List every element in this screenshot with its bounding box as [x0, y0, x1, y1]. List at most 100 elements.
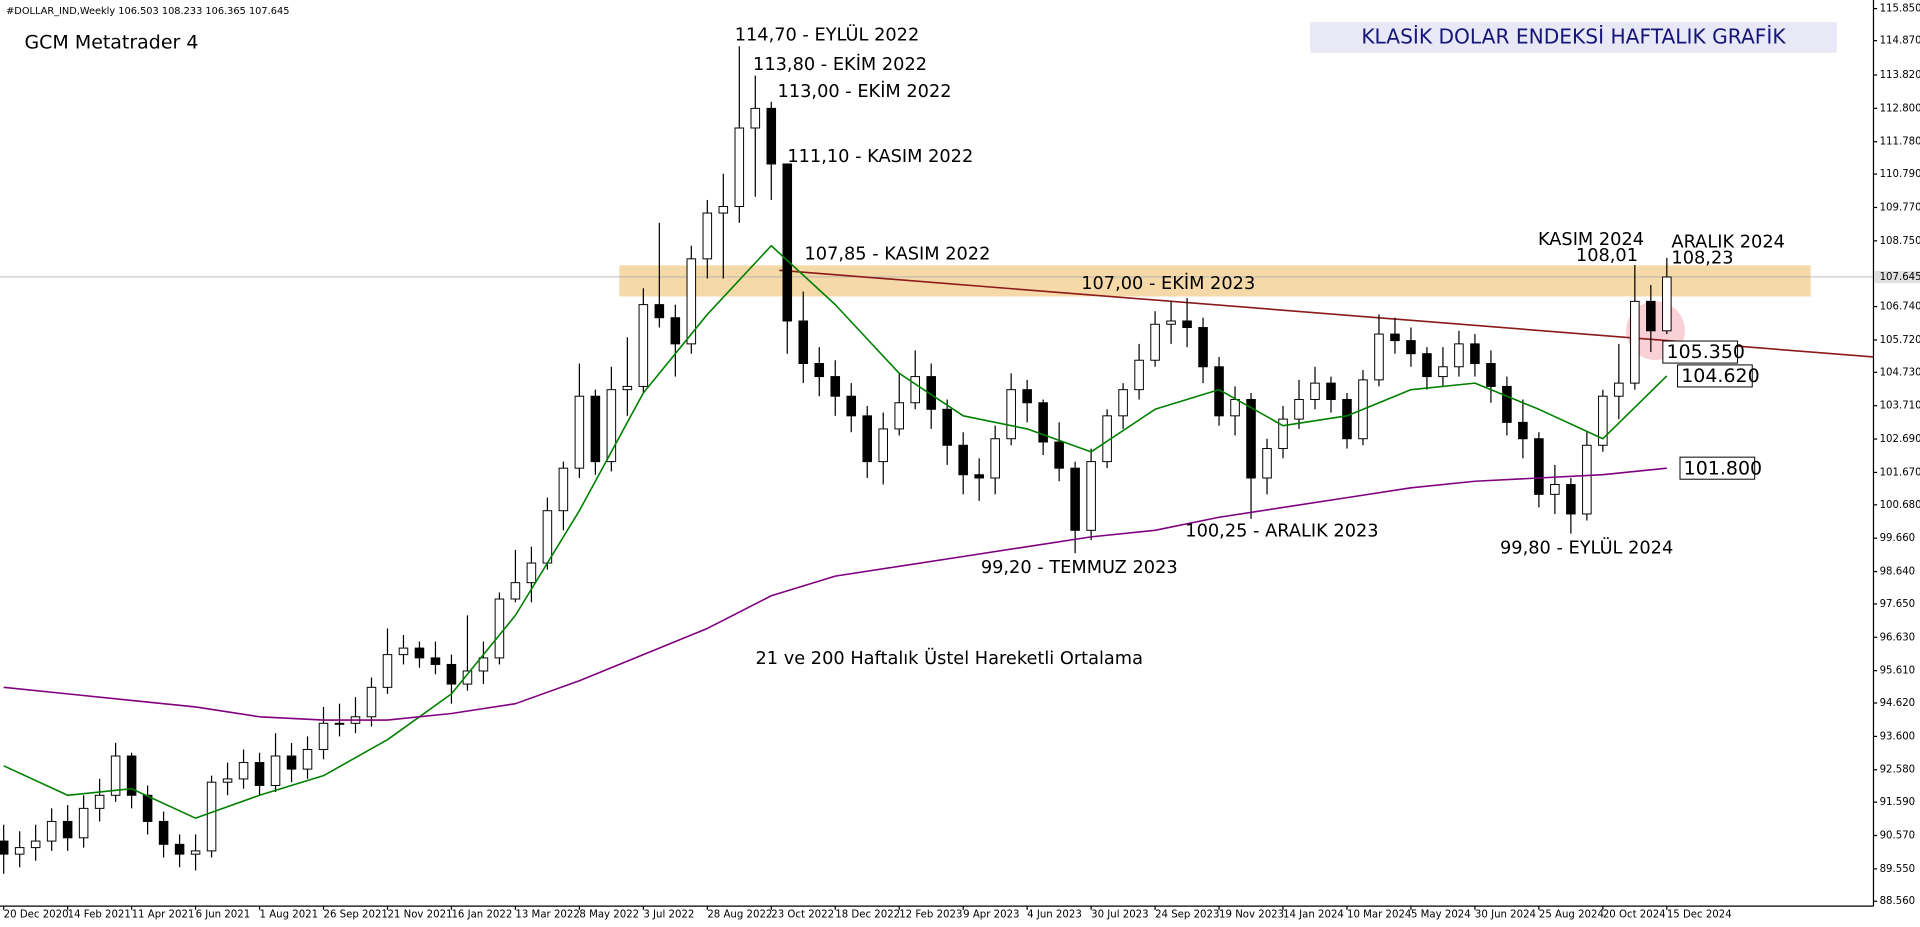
header: #DOLLAR_IND,Weekly 106.503 108.233 106.3…	[6, 6, 289, 17]
candle-body	[366, 686, 377, 718]
candle-body	[510, 582, 521, 600]
candle-body	[1390, 333, 1400, 342]
title-box	[1310, 22, 1837, 53]
price-label: 101.800	[1684, 457, 1762, 479]
y-tick-label: 100.680	[1880, 500, 1920, 511]
y-tick-label: 102.690	[1880, 434, 1920, 445]
candle-body	[158, 820, 169, 845]
candle-body	[1038, 402, 1048, 443]
candle-body	[46, 820, 57, 842]
y-tick-label: 99.660	[1880, 533, 1916, 544]
candle-body	[238, 762, 249, 780]
y-tick-label: 110.790	[1880, 169, 1920, 180]
candle-body	[846, 395, 857, 417]
x-tick-label: 6 Jun 2021	[196, 910, 251, 921]
annotation: 107,85 - KASIM 2022	[804, 245, 990, 265]
candle-body	[1262, 448, 1272, 479]
annotation: 99,20 - TEMMUZ 2023	[981, 558, 1178, 578]
x-tick-label: 30 Jul 2023	[1091, 910, 1148, 921]
y-tick-label: 104.730	[1880, 367, 1920, 378]
candle-body	[222, 778, 233, 783]
candle-body	[1646, 300, 1656, 332]
x-tick-label: 3 Jul 2022	[643, 910, 694, 921]
candle-body	[286, 755, 297, 770]
candle-body	[974, 474, 984, 479]
candle-body	[1230, 398, 1240, 417]
candle-body	[1150, 323, 1160, 361]
candle-body	[1198, 327, 1208, 368]
candle-body	[702, 212, 713, 260]
candle-body	[1278, 418, 1288, 450]
annotation: 108,01	[1576, 246, 1638, 266]
x-tick-label: 20 Dec 2020	[4, 910, 69, 921]
candle-body	[430, 657, 441, 665]
price-label-box	[1677, 364, 1753, 388]
price-label-box	[1662, 340, 1739, 364]
candle-body	[782, 163, 793, 322]
x-tick-label: 5 May 2024	[1411, 910, 1471, 921]
y-tick-label: 108.750	[1880, 236, 1920, 247]
candle-body	[1006, 389, 1016, 440]
candle-body	[862, 415, 873, 463]
y-tick-label: 96.630	[1880, 632, 1916, 643]
candle-body	[1342, 398, 1352, 440]
candle-body	[1246, 398, 1256, 479]
candle-body	[1662, 276, 1672, 332]
y-tick-label: 106.740	[1880, 302, 1920, 313]
candle-body	[270, 755, 281, 786]
candle-body	[1070, 467, 1080, 531]
candle-body	[126, 755, 137, 796]
candle-body	[14, 847, 25, 855]
y-tick-label: 90.570	[1880, 831, 1916, 842]
candle-body	[174, 843, 185, 855]
y-tick-label: 101.670	[1880, 467, 1920, 478]
candle-body	[1022, 389, 1032, 404]
last-price-box	[1874, 270, 1920, 284]
annotation: 107,00 - EKİM 2023	[1081, 273, 1255, 294]
price-label-box	[1679, 456, 1756, 480]
x-tick-label: 11 Apr 2021	[132, 910, 195, 921]
x-tick-label: 14 Jan 2024	[1283, 910, 1344, 921]
candle-body	[766, 107, 777, 165]
candle-body	[526, 562, 537, 584]
candle-body	[894, 402, 904, 430]
candle-body	[654, 304, 665, 319]
x-tick-label: 9 Apr 2023	[963, 910, 1019, 921]
annotation: ARALIK 2024	[1671, 232, 1784, 252]
x-tick-label: 24 Sep 2023	[1155, 910, 1219, 921]
x-tick-label: 16 Jan 2022	[451, 910, 512, 921]
y-tick-label: 112.800	[1880, 103, 1920, 114]
candle-body	[670, 317, 681, 345]
candle-body	[318, 722, 329, 750]
candle-body	[190, 850, 201, 855]
annotation: 111,10 - KASIM 2022	[787, 147, 973, 167]
candle-body	[1582, 444, 1592, 515]
candle-body	[398, 647, 409, 656]
zone	[619, 265, 1811, 297]
x-tick-label: 28 Aug 2022	[707, 910, 772, 921]
candle-body	[1326, 382, 1336, 400]
annotation: 100,25 - ARALIK 2023	[1185, 521, 1378, 541]
y-tick-label: 89.550	[1880, 864, 1916, 875]
candle-body	[1470, 343, 1480, 364]
x-tick-label: 19 Nov 2023	[1219, 910, 1284, 921]
candle-body	[0, 840, 9, 855]
x-tick-label: 25 Aug 2024	[1539, 910, 1604, 921]
y-tick-label: 98.640	[1880, 567, 1916, 578]
last-price-label: 107.645	[1880, 272, 1920, 283]
candle-body	[814, 363, 825, 378]
candle-body	[478, 657, 489, 672]
candle-body	[1054, 441, 1064, 469]
candle-body	[1518, 421, 1528, 440]
annotation: 113,00 - EKİM 2022	[778, 81, 952, 102]
candle-body	[990, 438, 1000, 479]
y-tick-label: 103.710	[1880, 401, 1920, 412]
y-tick-label: 93.600	[1880, 731, 1916, 742]
x-tick-label: 14 Feb 2021	[68, 910, 131, 921]
annotation: 21 ve 200 Haftalık Üstel Hareketli Ortal…	[756, 647, 1143, 669]
y-tick-label: 97.650	[1880, 599, 1916, 610]
candle-body	[1374, 333, 1384, 381]
candle-body	[382, 654, 393, 688]
